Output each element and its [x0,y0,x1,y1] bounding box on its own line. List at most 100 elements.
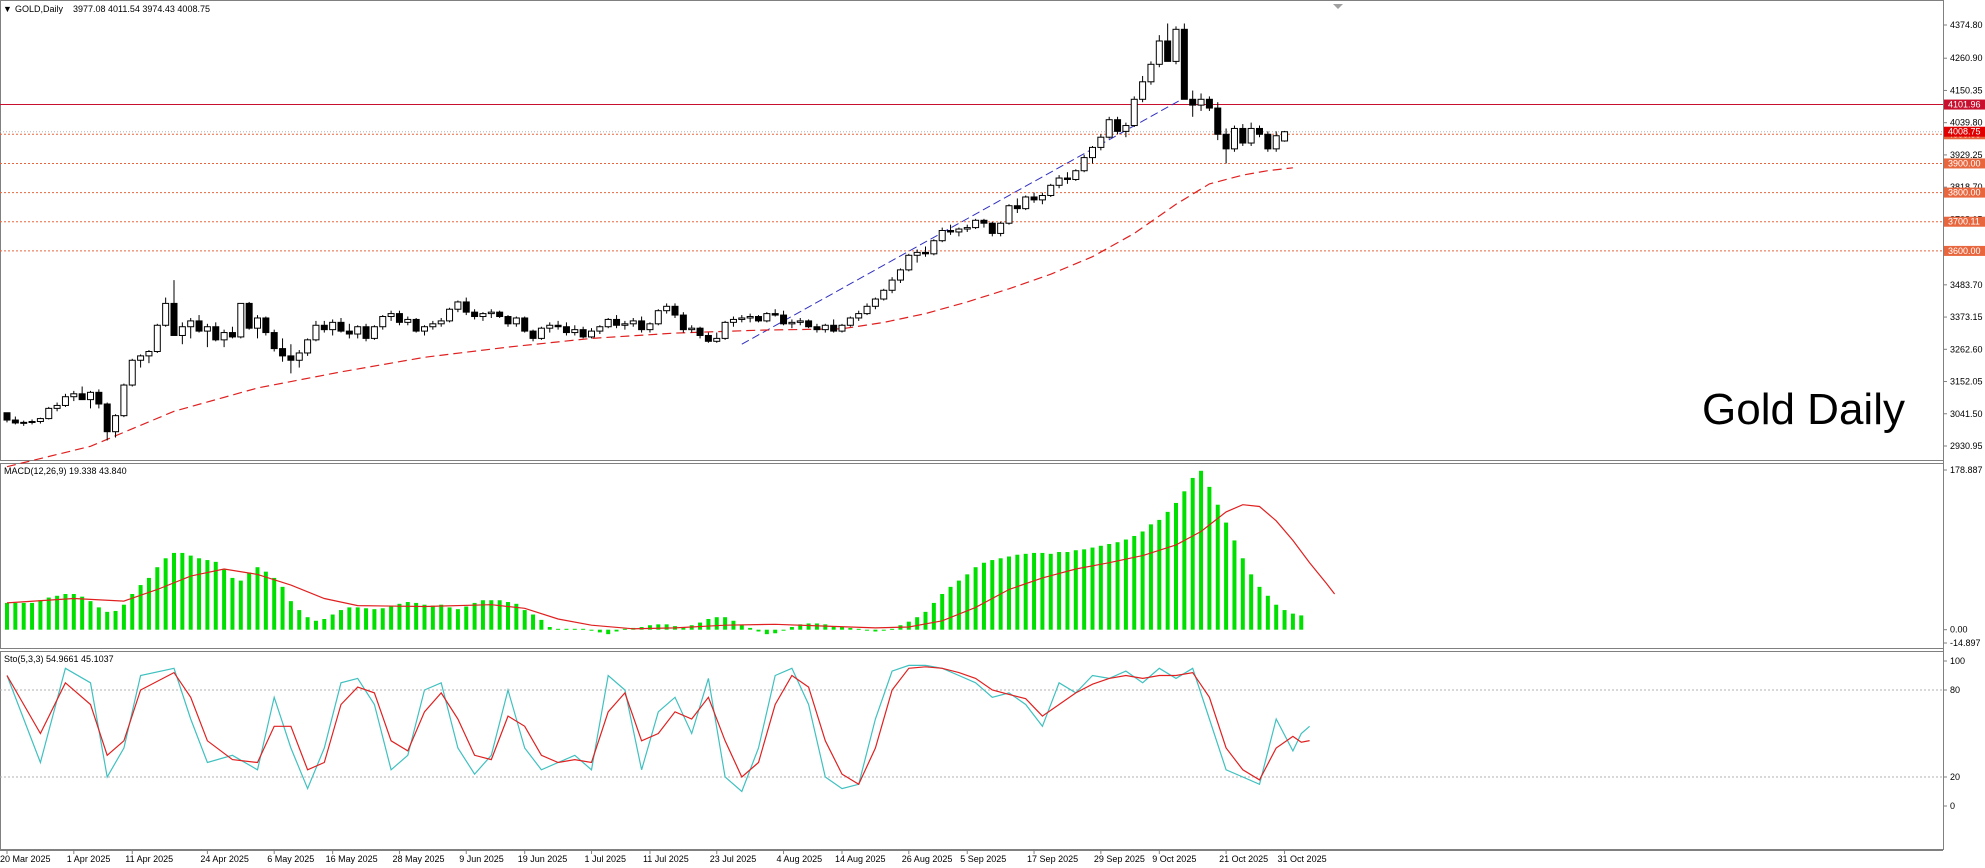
macd-bar [347,607,352,630]
macd-bar [330,614,335,630]
macd-bar [1057,552,1062,630]
candle-bull [112,415,120,433]
candle-bear [320,324,328,331]
macd-bar [1157,519,1162,630]
candle-bull [312,324,320,341]
horizontal-level-label: 3900.00 [1948,158,1981,168]
macd-bar [589,629,594,631]
stochastic-d-line [6,666,1310,786]
candle-bear [579,329,587,338]
macd-bar [1232,540,1237,630]
price-y-tick-label: 3929.25 [1950,150,1983,160]
macd-bar [664,624,669,630]
macd-bar [806,623,811,630]
macd-bar [789,627,794,630]
candle-bull [254,317,261,329]
candle-bear [395,313,403,323]
candle-bull [203,326,211,332]
macd-bar [1290,613,1295,630]
candle-bear [554,324,562,328]
x-tick-label: 11 Jul 2025 [643,854,689,864]
macd-bar [890,628,895,630]
candle-bull [629,320,637,325]
macd-bar [272,577,277,630]
macd-bar [981,562,986,630]
x-tick-label: 9 Jun 2025 [459,854,504,864]
macd-bar [197,558,202,630]
candle-bull [1155,40,1163,65]
candle-bull [663,305,671,312]
macd-bar [380,608,385,630]
candle-bull [713,337,721,342]
macd-bar [1040,552,1045,630]
macd-bar [1257,586,1262,630]
x-tick-label: 5 Sep 2025 [960,854,1006,864]
macd-bar [113,610,118,630]
macd-bar [30,602,35,630]
price-y-tick-label: 2930.95 [1950,441,1983,451]
candle-bear [638,320,646,331]
macd-bar [480,600,485,630]
candle-bull [546,324,554,329]
candle-bear [922,251,929,255]
candle-bull [1080,157,1088,172]
macd-bar [180,552,185,630]
macd-bar [88,601,93,630]
macd-bar [188,555,193,630]
macd-bar [781,629,786,631]
macd-bar [230,577,235,630]
candle-bull [1038,195,1046,201]
macd-bar [764,629,769,635]
macd-bar [1182,491,1187,630]
candle-bull [1230,127,1238,150]
collapse-arrow-icon[interactable]: ▼ [3,4,12,14]
candle-bull [604,318,612,328]
macd-bar [614,629,619,632]
candle-bear [1239,127,1247,144]
macd-bar [1265,595,1270,630]
stochastic-y-tick-label: 0 [1950,801,1955,811]
candle-bear [1222,133,1230,150]
stochastic-header: Sto(5,3,3) 54.9661 45.1037 [4,654,114,664]
candle-bull [370,326,378,339]
candle-bear [780,314,788,325]
current-price-tag [1944,126,1985,137]
candle-bull [421,326,428,332]
macd-bar [1148,524,1153,630]
candle-bull [1172,28,1180,62]
x-tick-label: 6 May 2025 [267,854,314,864]
horizontal-level-label: 4101.96 [1948,100,1981,110]
macd-bar [1065,552,1070,630]
x-tick-label: 28 May 2025 [392,854,444,864]
candle-bear [496,311,504,318]
macd-bar [531,614,536,630]
macd-bar [831,626,836,630]
macd-bar [931,602,936,630]
candle-bear [1030,196,1038,201]
macd-bar [288,601,293,630]
x-tick-label: 17 Sep 2025 [1027,854,1078,864]
candle-bull [145,351,153,357]
macd-bar [497,600,502,630]
price-y-tick-label: 4374.80 [1950,20,1983,30]
macd-bar [1023,553,1028,630]
macd-bar [205,560,210,630]
macd-bar [748,627,753,630]
macd-bar [1107,543,1112,630]
candle-bull [646,323,654,331]
macd-bar [1274,604,1279,630]
candle-bear [980,219,988,224]
candle-bear [412,318,420,332]
macd-bar [856,628,861,630]
macd-bar [881,629,886,631]
candle-bear [471,311,479,318]
candle-bull [913,251,921,256]
candle-bull [237,302,245,338]
macd-bar [848,627,853,630]
candle-bull [153,324,161,353]
candle-bull [487,311,495,315]
candle-bull [137,355,145,361]
x-tick-label: 1 Apr 2025 [67,854,111,864]
chart-watermark: Gold Daily [1702,385,1905,434]
chart-shift-marker-icon[interactable] [1333,4,1343,9]
